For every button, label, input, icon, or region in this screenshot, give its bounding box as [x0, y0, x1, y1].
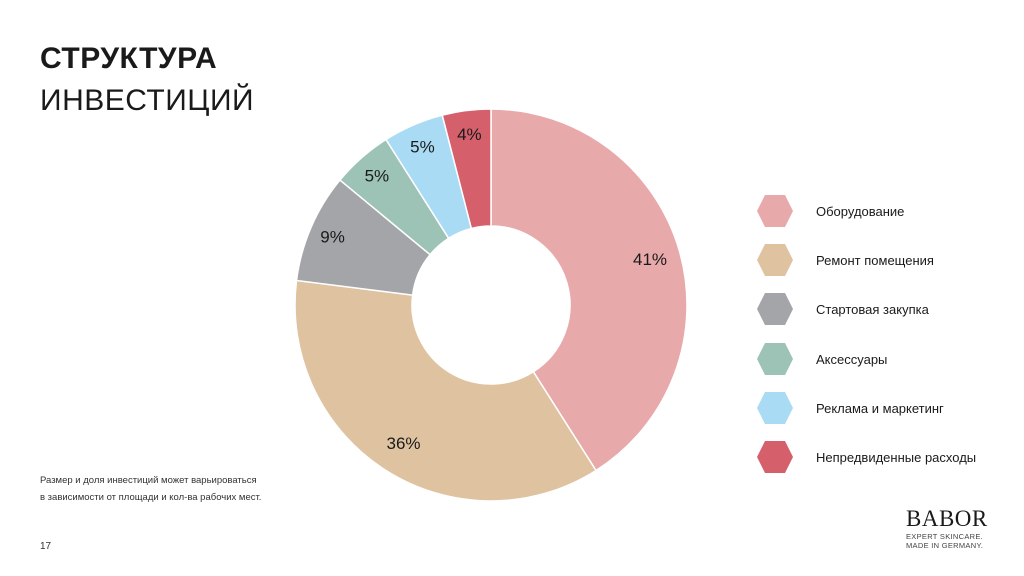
donut-slice	[441, 108, 492, 230]
legend-label: Реклама и маркетинг	[816, 400, 944, 416]
slice-value-label: 9%	[320, 227, 345, 246]
legend-label: Ремонт помещения	[816, 253, 934, 269]
legend-swatch-hexagon	[757, 293, 793, 326]
logo-tagline-2: MADE IN GERMANY.	[906, 541, 984, 550]
legend-swatch-hexagon	[757, 342, 793, 375]
hexagon-shape	[757, 195, 793, 227]
slice-value-label: 41%	[633, 250, 667, 269]
logo-name: BABOR	[906, 506, 988, 531]
footnote-line-1: Размер и доля инвестиций может варьирова…	[40, 475, 257, 486]
legend-label: Оборудование	[816, 204, 905, 219]
slide-title: СТРУКТУРА	[40, 42, 218, 75]
legend-swatch-hexagon	[757, 244, 793, 277]
legend-item: Ремонт помещения	[756, 243, 1016, 292]
logo-tagline-1: EXPERT SKINCARE.	[906, 532, 984, 541]
legend-label: Аксессуары	[816, 351, 888, 367]
slice-value-label: 36%	[387, 434, 421, 453]
legend-item: Оборудование	[756, 194, 1016, 243]
slide-subtitle: ИНВЕСТИЦИЙ	[40, 84, 255, 117]
slice-value-label: 5%	[410, 138, 435, 157]
legend-swatch-hexagon	[757, 440, 793, 473]
hexagon-shape	[757, 244, 793, 277]
page-number: 17	[40, 541, 52, 552]
donut-slice	[490, 108, 688, 472]
legend-label: Непредвиденные расходы	[816, 449, 977, 465]
legend-item: Стартовая закупка	[756, 292, 1016, 341]
slice-value-label: 4%	[457, 125, 482, 144]
legend-item: Реклама и маркетинг	[756, 391, 1016, 440]
hexagon-shape	[757, 293, 793, 326]
legend-item: Аксессуары	[756, 342, 1016, 391]
chart-legend: Оборудование Ремонт помещения Стартовая за…	[756, 194, 1016, 489]
footnote-line-2: в зависимости от площади и кол-ва рабочи…	[40, 492, 262, 503]
babor-logo: BABOR EXPERT SKINCARE. MADE IN GERMANY.	[906, 506, 990, 550]
legend-label: Стартовая закупка	[816, 302, 929, 318]
footnote: Размер и доля инвестиций может варьирова…	[40, 472, 300, 506]
legend-swatch-hexagon	[757, 195, 793, 227]
legend-swatch-hexagon	[757, 391, 793, 424]
donut-slice	[294, 279, 598, 502]
hexagon-shape	[757, 391, 793, 424]
legend-item: Непредвиденные расходы	[756, 440, 1016, 489]
hexagon-shape	[757, 342, 793, 375]
slice-value-label: 5%	[365, 167, 390, 186]
hexagon-shape	[757, 440, 793, 473]
